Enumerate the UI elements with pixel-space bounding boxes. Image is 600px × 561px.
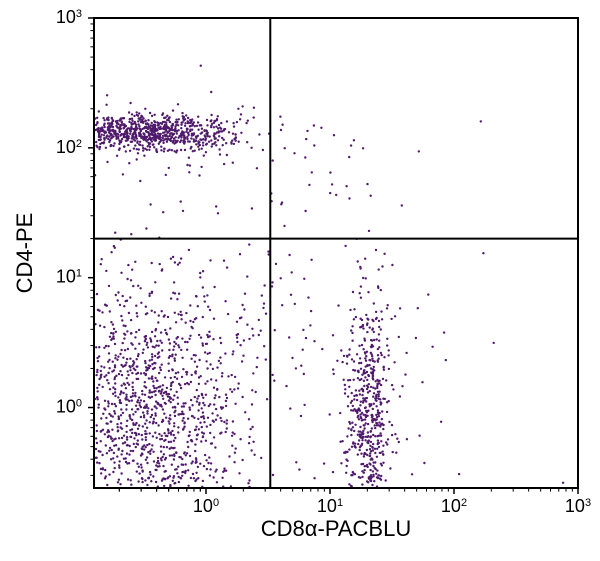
x-axis-label: CD8α-PACBLU — [261, 516, 411, 541]
y-axis-label: CD4-PE — [12, 213, 37, 294]
scatter-plot-container: 100101102103100101102103CD8α-PACBLUCD4-P… — [0, 0, 600, 561]
flow-cytometry-scatter: 100101102103100101102103CD8α-PACBLUCD4-P… — [0, 0, 600, 561]
